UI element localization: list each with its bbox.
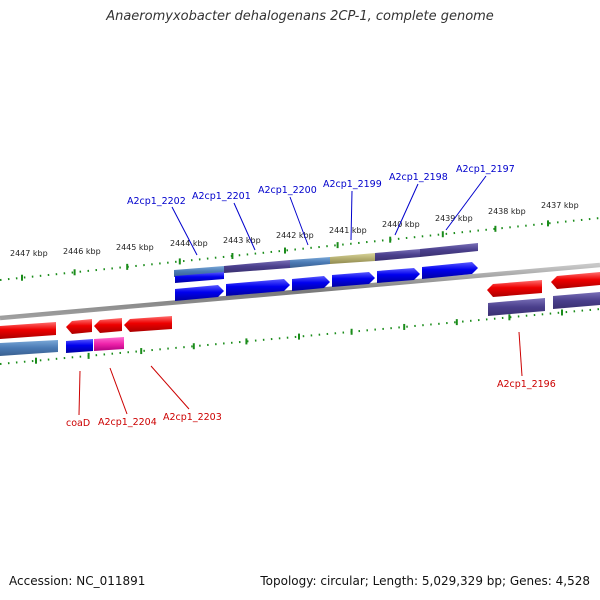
scale-label: 2440 kbp: [382, 220, 420, 229]
forward-gene-label: A2cp1_2197: [456, 164, 515, 175]
gene-block: [375, 249, 420, 261]
scale-label: 2442 kbp: [276, 231, 314, 240]
forward-gene-arrow: [292, 276, 330, 291]
gene-block: [290, 257, 330, 268]
accession-label: Accession: NC_011891: [9, 574, 146, 588]
map-title: Anaeromyxobacter dehalogenans 2CP-1, com…: [106, 9, 494, 24]
reverse-gene-arrow: [66, 319, 92, 334]
forward-gene-arrow: [175, 285, 224, 301]
leader-line: [171, 206, 198, 256]
scale-label: 2444 kbp: [170, 239, 208, 248]
reverse-gene-label: A2cp1_2203: [163, 412, 222, 423]
gene-block: [553, 292, 600, 309]
leader-line: [78, 370, 81, 416]
gene-leader-lines: [78, 175, 523, 416]
outer-major-ticks: [21, 220, 549, 281]
gene-block: [66, 339, 93, 353]
forward-gene-arrow: [332, 272, 375, 287]
leader-line: [350, 190, 353, 241]
forward-gene-label: A2cp1_2198: [389, 172, 448, 183]
reverse-gene-arrow: [124, 316, 172, 332]
topology-label: Topology: circular; Length: 5,029,329 bp…: [260, 574, 590, 588]
forward-cog-row: [174, 243, 478, 277]
gene-block: [224, 260, 290, 273]
inner-major-ticks: [35, 309, 563, 364]
forward-gene-label: A2cp1_2200: [258, 185, 317, 196]
forward-gene-arrow: [175, 272, 224, 283]
gene-block: [330, 253, 375, 264]
forward-cds-row: [175, 262, 478, 301]
gene-block: [0, 340, 58, 356]
forward-gene-label: A2cp1_2199: [323, 179, 382, 190]
reverse-cog-row: [0, 292, 600, 356]
forward-gene-arrow: [226, 279, 290, 296]
gene-labels: A2cp1_2202 A2cp1_2201 A2cp1_2200 A2cp1_2199…: [66, 164, 556, 429]
leader-line: [445, 175, 487, 231]
forward-gene-label: A2cp1_2202: [127, 196, 186, 207]
reverse-gene-label: A2cp1_2196: [497, 379, 556, 390]
reverse-gene-label: coaD: [66, 418, 90, 429]
scale-label: 2438 kbp: [488, 207, 526, 216]
leader-line: [289, 196, 309, 246]
gene-block: [174, 266, 224, 277]
leader-line: [233, 202, 256, 251]
leader-line: [518, 331, 523, 377]
forward-gene-label: A2cp1_2201: [192, 191, 251, 202]
reverse-gene-arrow: [551, 272, 600, 289]
gene-block: [420, 243, 478, 257]
genome-backbone: [0, 262, 600, 321]
reverse-cds-row: [0, 272, 600, 339]
scale-label: 2441 kbp: [329, 226, 367, 235]
scale-label: 2437 kbp: [541, 201, 579, 210]
scale-label: 2447 kbp: [10, 249, 48, 258]
reverse-gene-arrow: [94, 318, 122, 333]
scale-label: 2445 kbp: [116, 243, 154, 252]
scale-label: 2439 kbp: [435, 214, 473, 223]
reverse-gene-label: A2cp1_2204: [98, 417, 157, 428]
forward-gene-arrow: [377, 268, 420, 283]
leader-line: [109, 367, 128, 415]
reverse-gene-arrow: [0, 322, 56, 339]
leader-line: [150, 365, 190, 410]
reverse-gene-arrow: [487, 280, 542, 297]
gene-block: [488, 298, 545, 316]
scale-labels: 2447 kbp 2446 kbp 2445 kbp 2444 kbp 2443 kbp…: [10, 201, 579, 258]
scale-label: 2443 kbp: [223, 236, 261, 245]
forward-gene-arrow: [422, 262, 478, 279]
scale-label: 2446 kbp: [63, 247, 101, 256]
gene-block: [94, 337, 124, 351]
leader-line: [394, 183, 419, 236]
